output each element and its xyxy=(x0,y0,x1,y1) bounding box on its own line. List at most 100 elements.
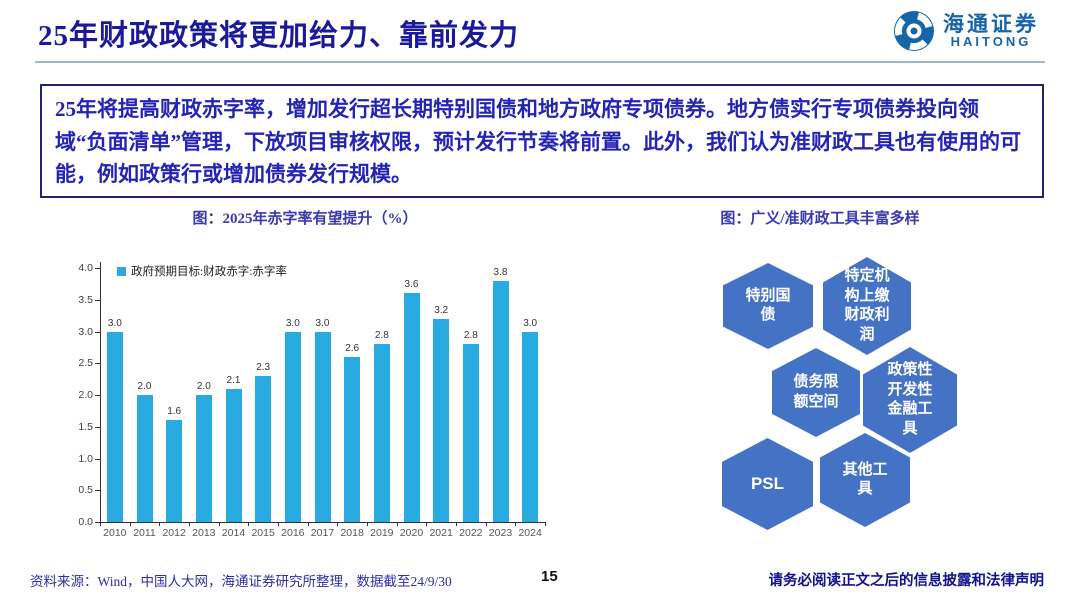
logo-name-cn: 海通证券 xyxy=(943,12,1039,37)
y-axis-label: 0.0 xyxy=(78,516,93,528)
bar-value-label: 2.8 xyxy=(463,330,478,342)
y-axis-label: 2.5 xyxy=(78,357,93,370)
bar xyxy=(314,331,331,522)
legend-label: 政府预期目标:财政赤字:赤字率 xyxy=(131,266,287,278)
hexagon-3: 政策性开发性金融工具 xyxy=(863,347,957,453)
bar xyxy=(403,293,420,522)
bar xyxy=(195,395,212,522)
x-tick xyxy=(485,522,487,526)
x-tick xyxy=(100,522,101,526)
x-tick xyxy=(218,522,220,526)
header-divider xyxy=(35,61,1045,63)
x-axis-label: 2022 xyxy=(459,527,483,539)
bar-value-label: 2.1 xyxy=(226,374,241,386)
y-axis-label: 0.5 xyxy=(78,484,93,497)
y-tick xyxy=(95,522,100,523)
x-tick xyxy=(307,522,309,526)
hexagon-1: 特定机构上缴财政利润 xyxy=(823,257,911,355)
bar-value-label: 3.6 xyxy=(404,279,419,291)
hex-diagram-title: 图：广义/准财政工具丰富多样 xyxy=(720,211,920,227)
x-tick xyxy=(159,522,161,526)
bar-value-label: 3.0 xyxy=(285,317,300,329)
logo-text: 海通证券 HAITONG xyxy=(943,13,1039,49)
y-axis-label: 1.5 xyxy=(78,420,93,433)
haitong-logo: 海通证券 HAITONG xyxy=(893,10,1039,52)
y-tick xyxy=(95,426,100,428)
x-axis-label: 2023 xyxy=(488,527,513,539)
x-axis-label: 2020 xyxy=(399,527,424,539)
hexagon-label: 债务限额空间 xyxy=(793,374,839,410)
x-tick xyxy=(367,522,368,526)
bar-value-label: 2.3 xyxy=(256,361,271,373)
bar-value-label: 3.0 xyxy=(523,317,538,329)
hexagon-4: PSL xyxy=(722,438,813,530)
bar-value-label: 2.0 xyxy=(137,381,152,392)
y-tick xyxy=(95,490,100,492)
bar-value-label: 2.6 xyxy=(345,342,360,354)
y-axis-label: 1.0 xyxy=(78,452,93,465)
x-tick xyxy=(456,522,457,526)
haitong-logo-icon xyxy=(894,11,934,51)
y-axis-label: 2.0 xyxy=(78,389,93,401)
y-tick xyxy=(95,363,100,365)
y-tick xyxy=(95,268,100,269)
x-axis-label: 2018 xyxy=(340,527,364,539)
x-axis-label: 2021 xyxy=(429,527,453,539)
x-axis-label: 2013 xyxy=(192,527,216,539)
bar-value-label: 1.6 xyxy=(167,406,182,418)
x-axis xyxy=(100,522,545,523)
x-axis-label: 2014 xyxy=(221,527,246,539)
summary-box: 25年将提高财政赤字率，增加发行超长期特别国债和地方政府专项债券。地方债实行专项… xyxy=(40,84,1044,198)
legend-swatch xyxy=(117,266,126,276)
fiscal-tools-hex-diagram: 特别国债 特定机构上缴财政利润 债务限额空间 政策性开发性金融工具 PSL 其他工具 xyxy=(690,243,990,543)
hexagon-label: 政策性开发性金融工具 xyxy=(887,362,933,437)
x-tick xyxy=(278,522,279,526)
hexagon-5: 其他工具 xyxy=(820,433,910,527)
bar-value-label: 3.0 xyxy=(315,317,330,329)
logo-name-en: HAITONG xyxy=(950,34,1032,50)
x-tick xyxy=(189,522,190,526)
hexagon-label: 特定机构上缴财政利润 xyxy=(844,268,890,343)
y-tick xyxy=(95,299,100,301)
bar xyxy=(522,331,539,522)
bar-value-label: 3.2 xyxy=(434,304,449,316)
disclaimer: 请务必阅读正文之后的信息披露和法律声明 xyxy=(768,573,1045,589)
bar xyxy=(106,331,123,522)
bar-value-label: 3.8 xyxy=(493,266,508,278)
hexagon-label: PSL xyxy=(750,473,785,493)
chart-legend: 政府预期目标:财政赤字:赤字率 xyxy=(117,263,287,279)
y-axis-label: 3.0 xyxy=(78,325,93,338)
page-number: 15 xyxy=(541,568,558,585)
x-tick xyxy=(337,522,339,526)
x-tick xyxy=(426,522,428,526)
y-tick xyxy=(95,395,100,396)
bar-value-label: 3.0 xyxy=(107,317,122,329)
bar xyxy=(225,388,242,522)
x-axis-label: 2019 xyxy=(370,527,394,539)
source-note: 资料来源：Wind，中国人大网，海通证券研究所整理，数据截至24/9/30 xyxy=(30,574,452,589)
bar xyxy=(255,375,272,522)
x-axis-label: 2024 xyxy=(518,527,542,539)
x-tick xyxy=(248,522,250,526)
hexagon-2: 债务限额空间 xyxy=(772,348,860,437)
y-axis xyxy=(100,262,101,522)
x-axis-label: 2017 xyxy=(310,527,335,539)
x-axis-label: 2012 xyxy=(162,527,186,539)
page-title: 25年财政政策将更加给力、靠前发力 xyxy=(38,20,520,52)
y-axis-label: 4.0 xyxy=(78,262,93,274)
hexagon-label: 其他工具 xyxy=(842,461,888,498)
x-axis-label: 2011 xyxy=(133,527,156,539)
x-axis-label: 2010 xyxy=(103,527,127,539)
x-axis-label: 2016 xyxy=(281,527,305,539)
bar xyxy=(492,280,509,522)
hexagon-0: 特别国债 xyxy=(723,263,813,349)
bar-value-label: 2.8 xyxy=(374,330,389,342)
x-tick xyxy=(396,522,398,526)
x-tick xyxy=(129,522,131,526)
x-axis-label: 2015 xyxy=(251,527,275,539)
bar xyxy=(433,318,450,522)
bar xyxy=(462,344,479,522)
bar xyxy=(166,420,183,522)
bar xyxy=(373,344,390,522)
